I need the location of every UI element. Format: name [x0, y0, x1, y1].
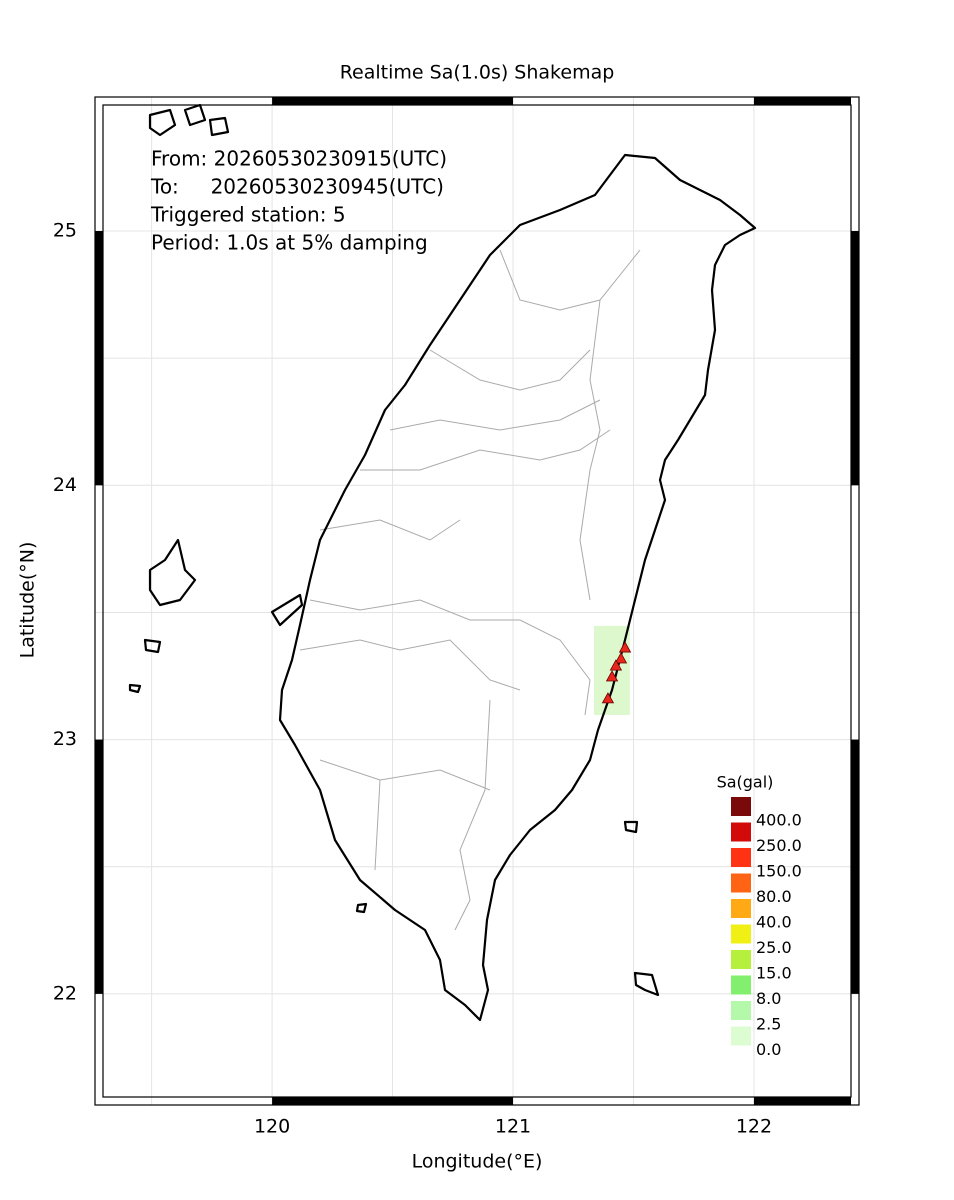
station-marker [614, 652, 628, 664]
legend-label: 15.0 [756, 964, 792, 983]
frame-bar [753, 97, 851, 105]
frame-bar [95, 739, 103, 994]
legend-swatch [731, 975, 751, 995]
y-tick-label: 25 [53, 220, 77, 242]
legend-label: 0.0 [756, 1040, 781, 1059]
y-tick-label: 24 [53, 474, 77, 496]
frame-bar [95, 231, 103, 486]
info-line: Period: 1.0s at 5% damping [151, 231, 428, 255]
legend-label: 25.0 [756, 938, 792, 957]
station-marker [605, 670, 619, 682]
ticks: 120 121 122 22 23 24 25 [53, 220, 772, 1138]
taiwan-coast [278, 153, 757, 1022]
legend-swatch [731, 848, 751, 867]
legend-label: 400.0 [756, 811, 802, 830]
x-tick-label: 121 [495, 1116, 531, 1138]
legend-swatch [731, 899, 751, 918]
x-tick-label: 120 [254, 1116, 290, 1138]
info-box: From: 20260530230915(UTC) To: 20260530230… [150, 147, 447, 255]
legend-swatch [731, 1001, 751, 1020]
station-marker [618, 641, 632, 653]
info-line: To: 20260530230945(UTC) [150, 175, 444, 199]
frame-bar [851, 739, 859, 994]
info-line: From: 20260530230915(UTC) [151, 147, 447, 171]
county-boundaries [299, 249, 641, 931]
y-tick-label: 23 [53, 728, 77, 750]
legend-label: 150.0 [756, 862, 802, 881]
station-marker [601, 692, 615, 704]
x-axis-label: Longitude(°E) [412, 1151, 543, 1173]
coastline [128, 103, 757, 1022]
islands [128, 103, 660, 997]
legend-label: 80.0 [756, 887, 792, 906]
info-line: Triggered station: 5 [150, 203, 346, 227]
chart-title: Realtime Sa(1.0s) Shakemap [340, 62, 615, 84]
legend-label: 2.5 [756, 1015, 781, 1034]
frame [94, 96, 860, 1106]
legend-label: 8.0 [756, 989, 781, 1008]
legend-title: Sa(gal) [717, 773, 774, 792]
frame-bar [272, 1097, 514, 1105]
y-tick-label: 22 [53, 982, 77, 1004]
legend-swatch [731, 797, 751, 816]
legend-swatch [731, 950, 751, 969]
frame-bar [272, 97, 514, 105]
x-tick-label: 122 [736, 1116, 772, 1138]
stations [601, 641, 632, 704]
grid [95, 97, 859, 1105]
station-marker [609, 659, 623, 671]
legend-label: 250.0 [756, 836, 802, 855]
legend: Sa(gal) 400.0 250.0 150.0 80.0 40.0 25.0 15.0 8.… [717, 773, 802, 1060]
y-axis-label: Latitude(°N) [17, 542, 39, 659]
legend-label: 40.0 [756, 913, 792, 932]
legend-swatch [731, 822, 751, 842]
legend-swatch [731, 873, 751, 893]
frame-bar [753, 1097, 851, 1105]
legend-swatch [731, 1026, 751, 1046]
legend-swatch [731, 924, 751, 944]
frame-bar [851, 231, 859, 486]
